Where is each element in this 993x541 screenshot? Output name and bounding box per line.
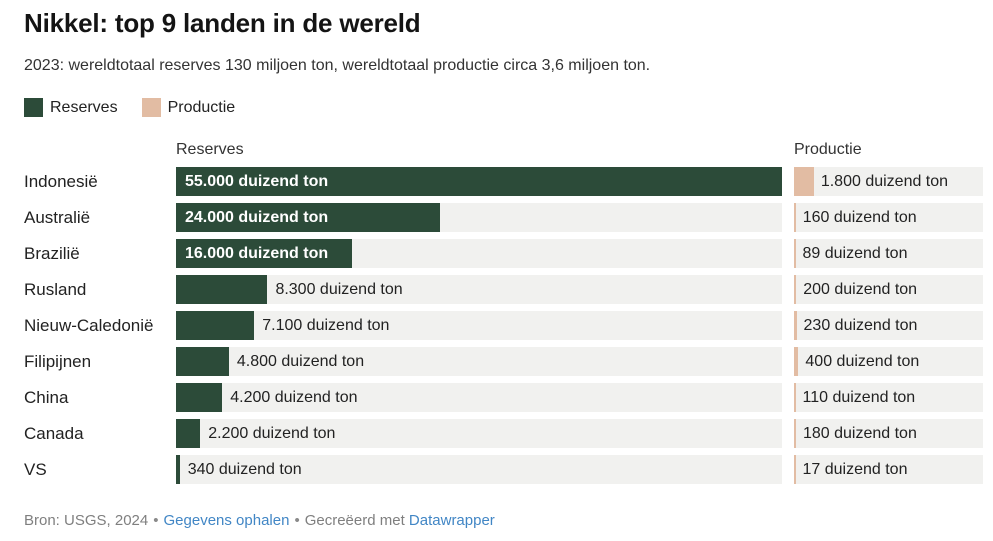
productie-bar[interactable]	[794, 167, 814, 196]
reserves-bar[interactable]	[176, 167, 782, 196]
reserves-bar[interactable]	[176, 311, 255, 340]
productie-bar[interactable]	[794, 239, 796, 268]
row-label: Indonesië	[24, 172, 98, 191]
productie-value-label: 230 duizend ton	[803, 316, 918, 334]
legend: Reserves Productie	[24, 98, 969, 117]
column-header-reserves: Reserves	[176, 141, 244, 158]
reserves-bar[interactable]	[176, 455, 180, 484]
productie-value-label: 17 duizend ton	[802, 460, 908, 478]
productie-value-label: 1.800 duizend ton	[820, 172, 949, 190]
row-label: VS	[24, 460, 47, 479]
reserves-bar-track: 4.200 duizend ton	[176, 383, 782, 412]
productie-value-label: 160 duizend ton	[802, 208, 917, 226]
reserves-bar[interactable]	[176, 347, 229, 376]
chart-row: Indonesië 55.000 duizend ton 1.800 duizend…	[24, 167, 983, 196]
reserves-bar[interactable]	[176, 383, 223, 412]
reserves-value-label: 4.800 duizend ton	[236, 352, 365, 370]
row-label: Nieuw-Caledonië	[24, 316, 154, 335]
reserves-swatch-icon	[24, 98, 43, 117]
chart-row: Nieuw-Caledonië 7.100 duizend ton 230 duiz…	[24, 311, 983, 340]
productie-bar-track: 180 duizend ton	[794, 419, 983, 448]
chart-container: Nikkel: top 9 landen in de wereld 2023: …	[24, 8, 983, 530]
label-column-spacer	[24, 141, 176, 159]
productie-value-label: 110 duizend ton	[802, 388, 916, 406]
productie-value-label: 89 duizend ton	[802, 244, 908, 262]
productie-bar-track: 110 duizend ton	[794, 383, 983, 412]
reserves-bar-track: 2.200 duizend ton	[176, 419, 782, 448]
reserves-value-label: 4.200 duizend ton	[230, 388, 358, 406]
productie-bar[interactable]	[794, 311, 797, 340]
separator-dot: •	[153, 512, 159, 529]
productie-bar-track: 230 duizend ton	[794, 311, 983, 340]
productie-bar-track: 17 duizend ton	[794, 455, 983, 484]
reserves-bar-track: 16.000 duizend ton	[176, 239, 782, 268]
legend-label-productie: Productie	[167, 98, 236, 116]
created-with-text: Gecreëerd met	[304, 512, 405, 529]
footer: Bron: USGS, 2024 • Gegevens ophalen • Gecreë…	[24, 511, 969, 530]
reserves-bar-track: 24.000 duizend ton	[176, 203, 782, 232]
productie-bar-track: 1.800 duizend ton	[794, 167, 983, 196]
datawrapper-link[interactable]: Datawrapper	[408, 512, 495, 529]
reserves-value-label: 16.000 duizend ton	[185, 244, 329, 262]
reserves-bar[interactable]	[176, 203, 441, 232]
reserves-bar[interactable]	[176, 275, 268, 304]
chart-row: Rusland 8.300 duizend ton 200 duizend ton	[24, 275, 983, 304]
chart-row: China 4.200 duizend ton 110 duizend ton	[24, 383, 983, 412]
reserves-bar-track: 340 duizend ton	[176, 455, 782, 484]
legend-item-productie: Productie	[141, 98, 236, 117]
row-label: Canada	[24, 424, 84, 443]
productie-bar-track: 400 duizend ton	[794, 347, 983, 376]
reserves-value-label: 2.200 duizend ton	[208, 424, 336, 442]
productie-value-label: 200 duizend ton	[803, 280, 918, 298]
productie-bar[interactable]	[794, 275, 797, 304]
productie-swatch-icon	[141, 98, 161, 117]
reserves-value-label: 8.300 duizend ton	[275, 280, 403, 298]
productie-bar[interactable]	[794, 203, 796, 232]
reserves-bar-track: 8.300 duizend ton	[176, 275, 782, 304]
column-header-productie: Productie	[794, 141, 862, 158]
reserves-value-label: 7.100 duizend ton	[262, 316, 390, 334]
source-text: Bron: USGS, 2024	[24, 512, 149, 529]
row-label: Brazilië	[24, 244, 80, 263]
separator-dot: •	[294, 512, 300, 529]
row-label: Australië	[24, 208, 91, 227]
productie-bar[interactable]	[794, 419, 796, 448]
chart-title: Nikkel: top 9 landen in de wereld	[24, 8, 421, 38]
row-label: Filipijnen	[24, 352, 92, 371]
chart-row: Canada 2.200 duizend ton 180 duizend ton	[24, 419, 983, 448]
row-label: Rusland	[24, 280, 87, 299]
reserves-bar-track: 7.100 duizend ton	[176, 311, 782, 340]
chart-rows: Indonesië 55.000 duizend ton 1.800 duizend…	[24, 167, 983, 484]
productie-bar[interactable]	[794, 383, 796, 412]
productie-bar-track: 200 duizend ton	[794, 275, 983, 304]
get-data-link[interactable]: Gegevens ophalen	[163, 512, 290, 529]
productie-bar[interactable]	[794, 347, 799, 376]
chart-row: VS 340 duizend ton 17 duizend ton	[24, 455, 983, 484]
chart-subtitle: 2023: wereldtotaal reserves 130 miljoen …	[24, 57, 651, 74]
reserves-bar-track: 4.800 duizend ton	[176, 347, 782, 376]
productie-bar-track: 89 duizend ton	[794, 239, 983, 268]
chart-row: Australië 24.000 duizend ton 160 duizend t…	[24, 203, 983, 232]
column-headers: Reserves Productie	[24, 141, 969, 159]
legend-label-reserves: Reserves	[50, 98, 118, 116]
legend-item-reserves: Reserves	[24, 98, 118, 117]
chart-row: Filipijnen 4.800 duizend ton 400 duizend t…	[24, 347, 983, 376]
reserves-value-label: 340 duizend ton	[187, 460, 302, 478]
reserves-bar[interactable]	[176, 239, 353, 268]
productie-bar-track: 160 duizend ton	[794, 203, 983, 232]
productie-value-label: 180 duizend ton	[802, 424, 917, 442]
productie-value-label: 400 duizend ton	[805, 352, 920, 370]
chart-row: Brazilië 16.000 duizend ton 89 duizend ton	[24, 239, 983, 268]
reserves-bar-track: 55.000 duizend ton	[176, 167, 782, 196]
row-label: China	[24, 388, 69, 407]
productie-bar[interactable]	[794, 455, 796, 484]
reserves-bar[interactable]	[176, 419, 201, 448]
reserves-value-label: 24.000 duizend ton	[185, 208, 329, 226]
reserves-value-label: 55.000 duizend ton	[185, 172, 329, 190]
